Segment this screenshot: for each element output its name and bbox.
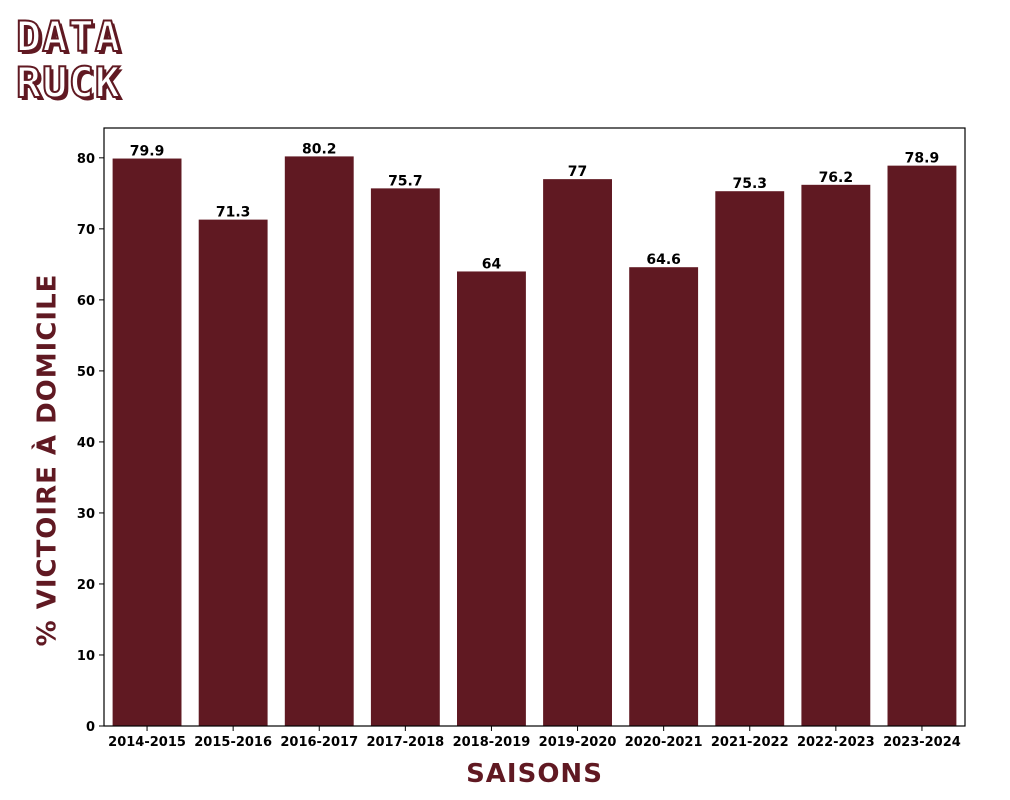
x-tick-label: 2014-2015 (108, 735, 186, 750)
y-tick-label: 70 (77, 223, 95, 238)
x-tick-label: 2021-2022 (711, 735, 789, 750)
x-tick-label: 2018-2019 (453, 735, 531, 750)
y-tick-label: 80 (77, 152, 95, 167)
x-tick-label: 2022-2023 (797, 735, 875, 750)
data-ruck-logo: DATA RUCK (15, 12, 166, 107)
y-tick-label: 30 (77, 507, 95, 522)
x-tick-label: 2019-2020 (539, 735, 617, 750)
y-axis: 0 10 20 30 40 50 60 70 80 (77, 152, 104, 735)
bar-2022-2023 (801, 184, 871, 726)
bar-2023-2024 (887, 165, 957, 726)
bar-value-label: 64 (482, 256, 502, 272)
x-axis: 2014-2015 2015-2016 2016-2017 2017-2018 2018… (108, 726, 961, 750)
bar-2018-2019 (457, 271, 526, 726)
y-tick-label: 20 (77, 578, 95, 593)
y-tick-label: 50 (77, 365, 95, 380)
bar-2016-2017 (284, 156, 354, 726)
x-tick-label: 2023-2024 (883, 735, 961, 750)
bar-value-label: 64.6 (646, 252, 681, 268)
bar-value-label: 80.2 (302, 141, 337, 157)
y-tick-label: 0 (86, 720, 95, 735)
x-tick-label: 2015-2016 (194, 735, 272, 750)
bar-value-label: 71.3 (216, 205, 251, 221)
x-tick-label: 2020-2021 (625, 735, 703, 750)
bar-2020-2021 (629, 267, 699, 726)
bar-value-label: 79.9 (130, 144, 165, 160)
logo-line-ruck: RUCK (15, 58, 122, 107)
x-tick-label: 2016-2017 (280, 735, 358, 750)
x-axis-title: SAISONS (466, 759, 603, 789)
bar-2017-2018 (370, 188, 440, 726)
y-tick-label: 40 (77, 436, 95, 451)
bar-value-label: 78.9 (905, 151, 940, 167)
bar-value-label: 77 (568, 164, 587, 180)
y-axis-title: % VICTOIRE À DOMICILE (31, 274, 63, 647)
y-tick-label: 10 (77, 649, 95, 664)
bar-2019-2020 (543, 179, 612, 727)
bar-2021-2022 (715, 191, 785, 726)
bar-value-label: 75.3 (732, 176, 767, 192)
bars-layer: 79.9 71.3 80.2 75.7 64 77 64.6 75.3 76.2 78.9 (112, 141, 957, 727)
y-tick-label: 60 (77, 294, 95, 309)
x-tick-label: 2017-2018 (366, 735, 444, 750)
bar-value-label: 76.2 (819, 170, 854, 186)
bar-2015-2016 (198, 219, 268, 726)
bar-value-label: 75.7 (388, 173, 423, 189)
plot-frame (103, 127, 966, 727)
logo-line-data: DATA (15, 12, 122, 61)
bar-2014-2015 (112, 158, 182, 727)
